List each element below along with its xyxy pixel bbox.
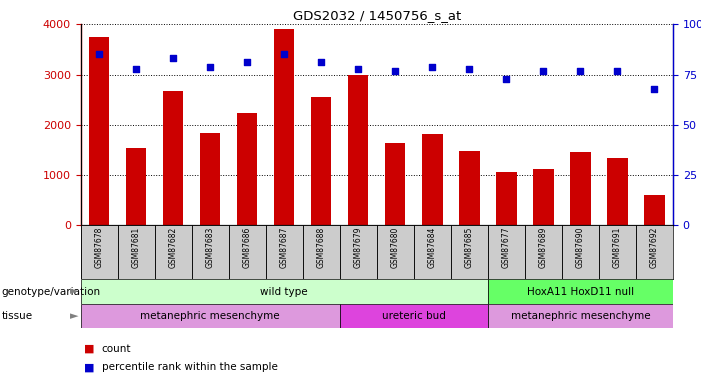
Text: genotype/variation: genotype/variation bbox=[1, 286, 100, 297]
Bar bbox=[488, 225, 525, 279]
Bar bbox=[533, 169, 554, 225]
Bar bbox=[81, 279, 488, 304]
Bar bbox=[377, 225, 414, 279]
Point bbox=[168, 56, 179, 62]
Text: metanephric mesenchyme: metanephric mesenchyme bbox=[140, 311, 280, 321]
Bar bbox=[488, 279, 673, 304]
Bar bbox=[422, 134, 442, 225]
Text: GSM87679: GSM87679 bbox=[354, 226, 363, 268]
Text: wild type: wild type bbox=[260, 286, 308, 297]
Bar bbox=[81, 304, 340, 328]
Bar bbox=[200, 133, 220, 225]
Text: GSM87678: GSM87678 bbox=[95, 226, 104, 268]
Text: ►: ► bbox=[70, 286, 79, 297]
Point bbox=[649, 86, 660, 92]
Bar bbox=[163, 91, 184, 225]
Point bbox=[278, 51, 290, 57]
Point bbox=[538, 68, 549, 74]
Point bbox=[242, 60, 253, 66]
Text: GSM87680: GSM87680 bbox=[390, 226, 400, 268]
Text: tissue: tissue bbox=[1, 311, 32, 321]
Text: GSM87677: GSM87677 bbox=[502, 226, 511, 268]
Point bbox=[353, 66, 364, 72]
Bar bbox=[311, 97, 332, 225]
Text: GSM87689: GSM87689 bbox=[539, 226, 548, 268]
Point bbox=[93, 51, 104, 57]
Bar bbox=[451, 225, 488, 279]
Text: GSM87692: GSM87692 bbox=[650, 226, 659, 268]
Bar bbox=[191, 225, 229, 279]
Bar bbox=[496, 172, 517, 225]
Text: GSM87681: GSM87681 bbox=[132, 226, 141, 268]
Text: metanephric mesenchyme: metanephric mesenchyme bbox=[510, 311, 651, 321]
Text: percentile rank within the sample: percentile rank within the sample bbox=[102, 363, 278, 372]
Bar bbox=[459, 151, 479, 225]
Text: ■: ■ bbox=[84, 363, 95, 372]
Text: GSM87682: GSM87682 bbox=[169, 226, 177, 268]
Point bbox=[501, 75, 512, 81]
Bar bbox=[303, 225, 340, 279]
Bar bbox=[348, 75, 369, 225]
Text: GSM87684: GSM87684 bbox=[428, 226, 437, 268]
Point bbox=[390, 68, 401, 74]
Text: GSM87691: GSM87691 bbox=[613, 226, 622, 268]
Bar bbox=[155, 225, 191, 279]
Bar bbox=[126, 148, 147, 225]
Text: count: count bbox=[102, 344, 131, 354]
Text: GSM87685: GSM87685 bbox=[465, 226, 474, 268]
Bar bbox=[414, 225, 451, 279]
Text: HoxA11 HoxD11 null: HoxA11 HoxD11 null bbox=[527, 286, 634, 297]
Bar bbox=[488, 304, 673, 328]
Bar bbox=[274, 29, 294, 225]
Point bbox=[130, 66, 142, 72]
Bar bbox=[525, 225, 562, 279]
Point bbox=[315, 60, 327, 66]
Point bbox=[464, 66, 475, 72]
Bar bbox=[385, 143, 405, 225]
Point bbox=[575, 68, 586, 74]
Bar bbox=[237, 112, 257, 225]
Bar bbox=[340, 304, 488, 328]
Text: GSM87690: GSM87690 bbox=[576, 226, 585, 268]
Bar bbox=[229, 225, 266, 279]
Text: ureteric bud: ureteric bud bbox=[382, 311, 446, 321]
Bar bbox=[570, 152, 590, 225]
Text: GSM87683: GSM87683 bbox=[205, 226, 215, 268]
Title: GDS2032 / 1450756_s_at: GDS2032 / 1450756_s_at bbox=[292, 9, 461, 22]
Bar bbox=[636, 225, 673, 279]
Bar bbox=[607, 158, 627, 225]
Text: ►: ► bbox=[70, 311, 79, 321]
Bar bbox=[89, 37, 109, 225]
Bar bbox=[81, 225, 118, 279]
Bar bbox=[562, 225, 599, 279]
Text: GSM87688: GSM87688 bbox=[317, 226, 326, 268]
Point bbox=[205, 63, 216, 69]
Text: ■: ■ bbox=[84, 344, 95, 354]
Bar bbox=[644, 195, 665, 225]
Text: GSM87686: GSM87686 bbox=[243, 226, 252, 268]
Point bbox=[612, 68, 623, 74]
Bar bbox=[340, 225, 377, 279]
Point bbox=[427, 63, 438, 69]
Bar bbox=[266, 225, 303, 279]
Text: GSM87687: GSM87687 bbox=[280, 226, 289, 268]
Bar bbox=[599, 225, 636, 279]
Bar bbox=[118, 225, 155, 279]
